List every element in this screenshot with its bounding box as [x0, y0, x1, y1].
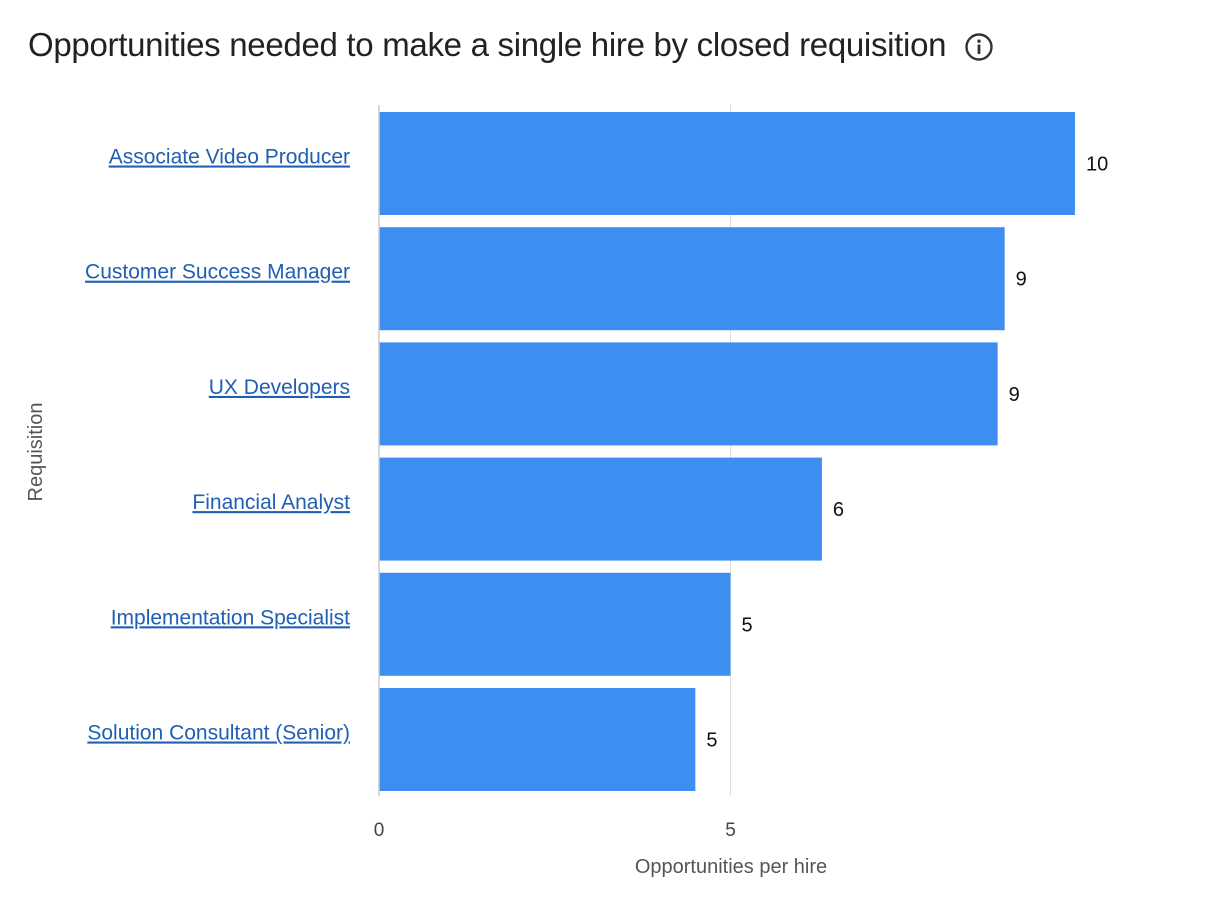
bar-2[interactable] [379, 342, 998, 446]
chart-header: Opportunities needed to make a single hi… [28, 26, 994, 64]
bar-3[interactable] [379, 457, 822, 561]
requisition-link-4[interactable]: Implementation Specialist [111, 606, 350, 629]
data-label-2: 9 [1009, 384, 1020, 406]
requisition-link-0[interactable]: Associate Video Producer [109, 146, 350, 169]
chart-title: Opportunities needed to make a single hi… [28, 26, 947, 63]
x-tick-label-5: 5 [725, 820, 736, 841]
requisition-link-1[interactable]: Customer Success Manager [85, 261, 350, 284]
bar-1[interactable] [379, 227, 1005, 331]
data-label-4: 5 [742, 614, 753, 636]
data-label-0: 10 [1086, 154, 1108, 176]
bar-0[interactable] [379, 112, 1075, 215]
x-axis-title: Opportunities per hire [635, 856, 827, 878]
x-tick-label-0: 0 [374, 820, 385, 841]
y-axis-title: Requisition [25, 403, 47, 502]
requisition-link-3[interactable]: Financial Analyst [192, 491, 350, 514]
bar-5[interactable] [379, 688, 696, 791]
data-label-5: 5 [706, 730, 717, 752]
requisition-link-5[interactable]: Solution Consultant (Senior) [87, 722, 350, 745]
data-label-1: 9 [1016, 269, 1027, 291]
bar-4[interactable] [379, 572, 731, 676]
info-icon[interactable] [964, 32, 994, 62]
requisition-link-2[interactable]: UX Developers [209, 376, 350, 399]
data-label-3: 6 [833, 499, 844, 521]
